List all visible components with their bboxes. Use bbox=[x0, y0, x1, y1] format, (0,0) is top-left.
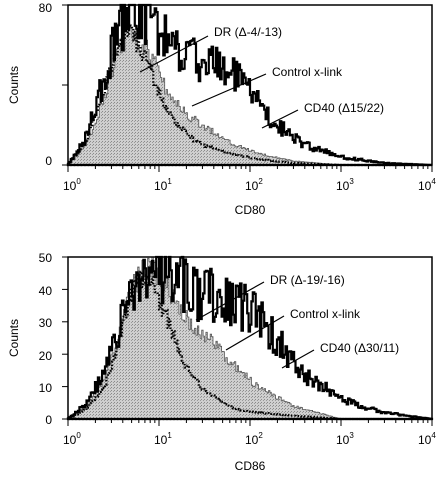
cd80-xtick-label: 104 bbox=[418, 177, 436, 193]
cd86-annotation-leader-dr bbox=[195, 281, 265, 321]
panel-cd80: 80 0 Counts 100 101 102 103 104 CD80 DR … bbox=[7, 1, 436, 217]
cd86-annotation-leader-control bbox=[225, 315, 285, 351]
cd86-annotation-dr: DR (Δ-19/-16) bbox=[270, 273, 345, 287]
cd80-annotation-control: Control x-link bbox=[272, 65, 343, 79]
cd80-histogram-solid-black bbox=[66, 3, 432, 167]
cd86-annotation-leader-cd40 bbox=[281, 349, 315, 369]
cd86-plot-area bbox=[66, 255, 434, 421]
cd86-axis-ticks bbox=[62, 256, 433, 426]
cd86-annotation-cd40: CD40 (Δ30/11) bbox=[320, 341, 399, 355]
cd86-xtick-label: 101 bbox=[154, 431, 172, 447]
cd80-axis-ticks bbox=[62, 4, 433, 172]
cd86-xtick-label: 103 bbox=[336, 431, 354, 447]
cd80-xtick-label: 102 bbox=[245, 177, 263, 193]
cd86-annotation-control: Control x-link bbox=[290, 307, 361, 321]
cd86-xtick-label: 100 bbox=[63, 431, 81, 447]
cd80-ytick-label: 80 bbox=[39, 1, 53, 15]
cd80-annotation-cd40: CD40 (Δ15/22) bbox=[304, 101, 384, 115]
cd86-histogram-grey-filled bbox=[67, 256, 432, 420]
cd80-annotation-leader-control bbox=[191, 73, 267, 107]
cd86-ytick-label: 0 bbox=[45, 413, 52, 427]
cd86-x-axis-label: CD86 bbox=[235, 459, 266, 473]
cd80-ytick-label: 0 bbox=[45, 154, 52, 168]
cd80-y-axis-label: Counts bbox=[7, 66, 21, 104]
cd80-xtick-label: 100 bbox=[63, 177, 81, 193]
cd86-ytick-label: 30 bbox=[39, 316, 53, 330]
cd80-xtick-label: 103 bbox=[336, 177, 354, 193]
cd86-y-axis-label: Counts bbox=[7, 319, 21, 357]
cd86-ytick-label: 50 bbox=[39, 251, 53, 265]
panel-cd86: 50 40 30 20 10 0 Counts 100 101 102 103 … bbox=[7, 251, 436, 473]
cd86-xtick-label: 102 bbox=[245, 431, 263, 447]
cd86-ytick-label: 20 bbox=[39, 349, 53, 363]
cd80-annotation-dr: DR (Δ-4/-13) bbox=[214, 25, 282, 39]
cd80-annotation-leader-dr bbox=[139, 35, 209, 73]
cd86-ytick-label: 10 bbox=[39, 381, 53, 395]
cd80-annotation-leader-cd40 bbox=[261, 109, 299, 129]
cd80-x-axis-label: CD80 bbox=[235, 203, 266, 217]
cd86-ytick-label: 40 bbox=[39, 284, 53, 298]
cd80-xtick-label: 101 bbox=[154, 177, 172, 193]
cd86-xtick-label: 104 bbox=[418, 431, 436, 447]
cd86-histogram-solid-black bbox=[66, 255, 434, 421]
